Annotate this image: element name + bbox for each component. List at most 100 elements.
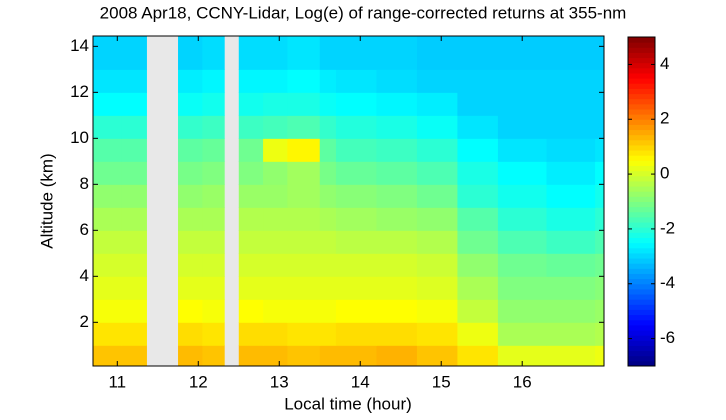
heatmap-cell: [121, 184, 147, 208]
heatmap-cell: [178, 253, 203, 277]
heatmap-cell: [546, 207, 596, 231]
heatmap-cell: [202, 322, 225, 346]
heatmap-cell: [287, 69, 321, 93]
heatmap-cell: [178, 276, 203, 300]
heatmap-cell: [335, 161, 377, 185]
colorbar-segment: [628, 222, 655, 228]
colorbar-segment: [628, 252, 655, 259]
heatmap-cell: [595, 161, 605, 185]
heatmap-cell: [457, 322, 499, 346]
heatmap-cell: [546, 138, 596, 162]
heatmap-cell: [595, 92, 605, 116]
heatmap-cell: [457, 92, 499, 116]
heatmap-cell: [497, 138, 548, 162]
heatmap-cell: [416, 69, 458, 93]
heatmap-cell: [263, 92, 288, 116]
heatmap-cell: [287, 138, 321, 162]
x-tick-label: 13: [270, 372, 289, 391]
heatmap-cell: [238, 276, 264, 300]
heatmap-cell: [202, 207, 225, 231]
y-axis-label: Altitude (km): [37, 153, 56, 248]
colorbar-segment: [628, 72, 655, 79]
heatmap-cell: [319, 92, 337, 116]
heatmap-cell: [595, 322, 605, 346]
heatmap-cell: [93, 184, 122, 208]
heatmap-cell: [376, 299, 418, 323]
heatmap-cell: [416, 161, 458, 185]
heatmap-cell: [121, 230, 147, 254]
heatmap-cell: [497, 161, 548, 185]
heatmap-cell: [416, 230, 458, 254]
y-tick-label: 4: [80, 266, 89, 285]
heatmap-cell: [497, 322, 548, 346]
heatmap-cell: [263, 36, 288, 70]
colorbar-segment: [628, 211, 655, 218]
x-tick-label: 14: [351, 372, 370, 391]
heatmap-cell: [595, 276, 605, 300]
heatmap-cell: [202, 138, 225, 162]
heatmap-cell: [546, 276, 596, 300]
colorbar-segment: [628, 108, 655, 115]
heatmap-cell: [202, 345, 225, 367]
heatmap-cell: [595, 207, 605, 231]
colorbar-segment: [628, 268, 655, 274]
colorbar-segment: [628, 309, 655, 316]
heatmap-cell: [457, 207, 499, 231]
heatmap-cell: [497, 69, 548, 93]
heatmap-cell: [238, 115, 264, 139]
heatmap-cell: [121, 92, 147, 116]
heatmap-cell: [319, 299, 337, 323]
x-tick-label: 15: [432, 372, 451, 391]
heatmap-cell: [93, 207, 122, 231]
heatmap-cell: [178, 161, 203, 185]
x-tick-label: 11: [108, 372, 126, 391]
heatmap-cell: [335, 322, 377, 346]
heatmap-cell: [93, 69, 122, 93]
heatmap-cell: [497, 345, 548, 367]
heatmap-cell: [238, 92, 264, 116]
colorbar-segment: [628, 263, 655, 269]
colorbar-segment: [628, 103, 655, 110]
heatmap-cell: [93, 276, 122, 300]
heatmap-cell: [263, 69, 288, 93]
heatmap-cell: [178, 322, 203, 346]
heatmap-cell: [93, 322, 122, 346]
colorbar-tick-label: -4: [660, 273, 675, 292]
heatmap-cell: [497, 184, 548, 208]
colorbar-segment: [628, 288, 655, 295]
heatmap-cell: [263, 253, 288, 277]
heatmap-cell: [595, 230, 605, 254]
heatmap-cell: [93, 345, 122, 367]
heatmap-cell: [93, 253, 122, 277]
colorbar-segment: [628, 314, 655, 321]
heatmap-cell: [202, 92, 225, 116]
heatmap-cell: [319, 184, 337, 208]
heatmap-cell: [263, 138, 288, 162]
heatmap-cell: [595, 36, 605, 70]
heatmap-cell: [546, 345, 596, 367]
heatmap-cell: [335, 138, 377, 162]
heatmap-cell: [497, 276, 548, 300]
heatmap-cell: [416, 322, 458, 346]
heatmap-cell: [178, 138, 203, 162]
heatmap-cell: [202, 36, 225, 70]
heatmap-cell: [121, 115, 147, 139]
heatmap-cell: [178, 299, 203, 323]
colorbar-segment: [628, 114, 655, 120]
heatmap-cell: [376, 345, 418, 367]
heatmap-cell: [287, 230, 321, 254]
colorbar-segment: [628, 119, 655, 125]
colorbar-segment: [628, 206, 655, 213]
heatmap-cell: [319, 115, 337, 139]
colorbar-segment: [628, 319, 655, 326]
heatmap-cell: [457, 161, 499, 185]
heatmap-cell: [121, 161, 147, 185]
heatmap-cell: [457, 138, 499, 162]
colorbar-tick-label: -6: [660, 328, 675, 347]
heatmap-cell: [376, 322, 418, 346]
heatmap-cell: [121, 322, 147, 346]
heatmap-cell: [335, 184, 377, 208]
heatmap-cell: [238, 230, 264, 254]
colorbar-segment: [628, 340, 655, 346]
